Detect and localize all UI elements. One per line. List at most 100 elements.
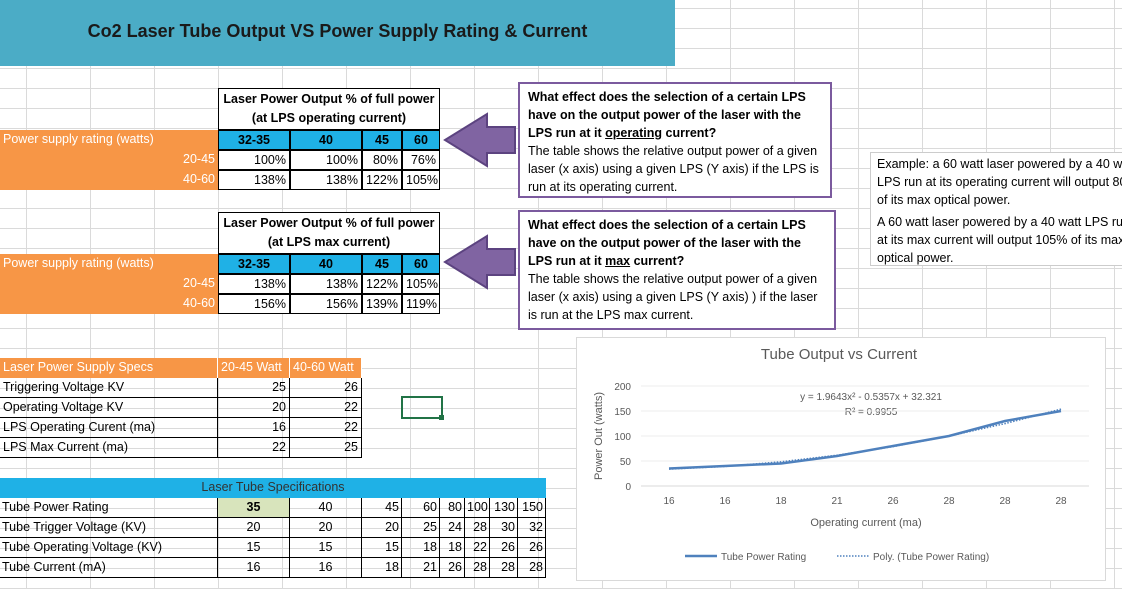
x-tick-label: 28 [1055, 496, 1067, 507]
x-axis-title: Operating current (ma) [810, 517, 921, 529]
sheet-title: Co2 Laser Tube Output VS Power Supply Ra… [87, 22, 588, 41]
row-label: 20-45 [0, 150, 218, 170]
table-cell: 25 [218, 378, 290, 398]
callout-body: The table shows the relative output powe… [528, 272, 818, 322]
table-title: Laser Tube Specifications [0, 478, 546, 498]
y-tick-label: 100 [614, 432, 631, 443]
table-cell: 119% [402, 294, 440, 314]
table-cell: 28 [518, 558, 546, 578]
column-header: 40 [290, 254, 362, 274]
y-tick-label: 0 [625, 482, 631, 493]
table-cell: 26 [518, 538, 546, 558]
callout-question: What effect does the selection of a cert… [528, 88, 822, 142]
table-heading-box [218, 212, 440, 254]
chart: Tube Output vs Current Power Out (watts)… [576, 337, 1106, 581]
table-cell: 20 [218, 518, 290, 538]
y-axis-title: Power Out (watts) [593, 392, 605, 480]
column-header: 40 [290, 130, 362, 150]
table-cell: 22 [290, 398, 362, 418]
table-cell: Tube Power Rating [0, 498, 218, 518]
table-cell: 76% [402, 150, 440, 170]
row-label: 40-60 [0, 170, 218, 190]
column-header: 40-60 Watt [290, 358, 362, 378]
table-cell: 28 [490, 558, 518, 578]
table-cell: 25 [402, 518, 440, 538]
arrow [443, 234, 516, 290]
table-cell: 80% [362, 150, 402, 170]
table-cell: Tube Current (mA) [0, 558, 218, 578]
table-cell: 18 [440, 538, 465, 558]
table-cell: 18 [362, 558, 402, 578]
table-cell: 138% [290, 170, 362, 190]
annotation: y = 1.9643x² - 0.5357x + 32.321 [800, 392, 942, 403]
callout: What effect does the selection of a cert… [518, 210, 836, 330]
table-cell: 22 [465, 538, 490, 558]
arrow [443, 112, 516, 168]
table-cell: 28 [465, 518, 490, 538]
table-heading-box [218, 88, 440, 130]
y-tick-label: 50 [620, 457, 632, 468]
table-cell: 32 [518, 518, 546, 538]
table-cell: 60 [402, 498, 440, 518]
table-cell: 16 [218, 418, 290, 438]
y-tick-label: 150 [614, 407, 631, 418]
table-cell: 20 [290, 518, 362, 538]
table-cell: 138% [218, 170, 290, 190]
x-tick-label: 16 [719, 496, 731, 507]
text: operating [605, 126, 663, 140]
selected-cell [401, 396, 443, 419]
note-text: Example: a 60 watt laser powered by a 40… [877, 157, 1122, 207]
table-cell: 100% [218, 150, 290, 170]
table-heading: (at LPS operating current) [251, 111, 407, 125]
callout-question: What effect does the selection of a cert… [528, 216, 826, 270]
table-cell: 80 [440, 498, 465, 518]
chart-title: Tube Output vs Current [761, 346, 918, 363]
table-cell: 16 [218, 558, 290, 578]
table-heading: Laser Power Output % of full power [223, 216, 435, 230]
x-tick-label: 21 [831, 496, 843, 507]
table-cell: 15 [290, 538, 362, 558]
table-cell: 122% [362, 274, 402, 294]
table-cell: LPS Max Current (ma) [0, 438, 218, 458]
column-header: 20-45 Watt [218, 358, 290, 378]
table-cell: 156% [290, 294, 362, 314]
row-label: 20-45 [0, 274, 218, 294]
row-header: Power supply rating (watts) [0, 130, 218, 150]
row-header: Power supply rating (watts) [0, 254, 218, 274]
selected-cell-handle [439, 415, 444, 420]
title-band [0, 0, 675, 66]
table-cell: 25 [290, 438, 362, 458]
text: What effect does the selection of a cert… [528, 218, 806, 268]
column-header: 45 [362, 130, 402, 150]
annotation: R² = 0.9955 [845, 407, 898, 418]
table-cell: Tube Operating Voltage (KV) [0, 538, 218, 558]
y-tick-label: 200 [614, 382, 631, 393]
table-cell: Tube Trigger Voltage (KV) [0, 518, 218, 538]
table-cell: 20 [362, 518, 402, 538]
x-tick-label: 28 [999, 496, 1011, 507]
column-header: 32-35 [218, 254, 290, 274]
table-cell: 15 [218, 538, 290, 558]
column-header: 60 [402, 254, 440, 274]
table-cell: 28 [465, 558, 490, 578]
table-cell: 16 [290, 558, 362, 578]
table-cell: 105% [402, 170, 440, 190]
table-cell: 20 [218, 398, 290, 418]
table-cell: 18 [402, 538, 440, 558]
table-cell: 15 [362, 538, 402, 558]
x-tick-label: 18 [775, 496, 787, 507]
text: What effect does the selection of a cert… [528, 90, 806, 140]
x-tick-label: 28 [943, 496, 955, 507]
table-cell: 22 [290, 418, 362, 438]
table-cell: 130 [490, 498, 518, 518]
x-tick-label: 26 [887, 496, 899, 507]
table-cell: LPS Operating Curent (ma) [0, 418, 218, 438]
table-cell: 26 [290, 378, 362, 398]
text: max [605, 254, 631, 268]
table-cell: 22 [218, 438, 290, 458]
table-cell: Operating Voltage KV [0, 398, 218, 418]
callout-body: The table shows the relative output powe… [528, 144, 819, 194]
text: current? [662, 126, 717, 140]
callout: What effect does the selection of a cert… [518, 82, 832, 198]
